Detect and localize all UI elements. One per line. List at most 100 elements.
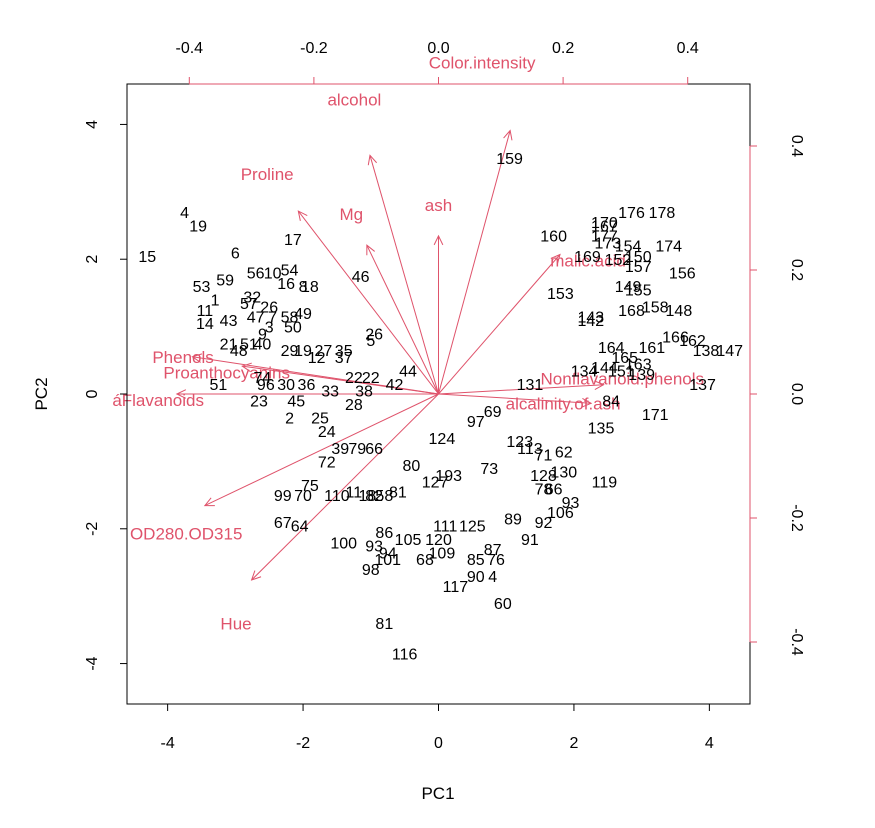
- observation-label: 70: [294, 488, 312, 505]
- right-tick-label: 0.2: [788, 259, 805, 281]
- loading-label: alcohol: [327, 91, 381, 110]
- observation-label: 26: [260, 299, 278, 316]
- loading-label: ash: [425, 196, 452, 215]
- observation-label: 174: [655, 239, 682, 256]
- observation-label: 4: [180, 205, 189, 222]
- loading-arrowhead: [550, 253, 561, 265]
- observation-label: 151: [608, 363, 635, 380]
- observation-label: 117: [443, 579, 469, 596]
- loading-arrowhead: [433, 234, 444, 246]
- observation-label: 134: [571, 363, 598, 380]
- observation-label: 168: [618, 303, 645, 320]
- observation-label: 111: [433, 518, 457, 535]
- loading-arrowhead: [203, 497, 215, 507]
- observation-label: 153: [547, 286, 574, 303]
- loading-arrowhead: [503, 129, 513, 141]
- top-tick-label: 0.0: [427, 40, 449, 57]
- observation-label: 74: [254, 370, 272, 387]
- observation-label: 14: [196, 316, 214, 333]
- loading-arrow: [204, 393, 439, 507]
- observation-label: 170: [591, 215, 618, 232]
- loading-arrow: [438, 254, 561, 395]
- loading-arrow: [438, 130, 511, 395]
- observation-label: 142: [578, 313, 605, 330]
- observation-label: 154: [615, 239, 642, 256]
- observation-label: 123: [506, 434, 533, 451]
- observation-label: 54: [281, 262, 299, 279]
- observation-label: 56: [247, 266, 265, 283]
- y-tick-label: 2: [84, 255, 101, 264]
- observation-label: 19: [189, 219, 207, 236]
- observation-label: 48: [230, 343, 248, 360]
- observation-label: 85: [467, 552, 485, 569]
- observation-label: 161: [638, 340, 665, 357]
- loading-label: OD280.OD315: [130, 525, 242, 544]
- observation-label: 36: [298, 377, 316, 394]
- observation-label: 51: [240, 336, 258, 353]
- observation-label: 75: [301, 478, 319, 495]
- observation-label: 38: [355, 384, 373, 401]
- observation-label: 106: [547, 505, 574, 522]
- loading-arrow: [297, 210, 439, 395]
- y-tick-label: -2: [84, 522, 101, 536]
- observation-label: 37: [335, 350, 353, 367]
- observation-label: 59: [216, 272, 234, 289]
- loading-label: malic.acid: [550, 252, 626, 271]
- observation-label: 22: [345, 370, 363, 387]
- observation-label: 15: [138, 249, 156, 266]
- observation-label: 86: [375, 525, 393, 542]
- loading-arrowhead: [241, 362, 252, 373]
- observation-label: 138: [693, 343, 720, 360]
- observation-label: 22: [362, 370, 380, 387]
- loading-label: Phenols: [152, 348, 213, 367]
- observation-label: 25: [311, 411, 329, 428]
- observation-label: 124: [429, 431, 456, 448]
- observation-label: 1: [211, 293, 220, 310]
- observation-label: 16: [277, 276, 295, 293]
- observation-label: 10: [264, 266, 282, 283]
- observation-label: 60: [494, 596, 512, 613]
- observation-label: 7: [268, 310, 277, 327]
- top-tick-label: -0.2: [300, 40, 328, 57]
- observation-label: 49: [294, 306, 312, 323]
- observation-label: 19: [294, 343, 312, 360]
- observation-label: 62: [555, 444, 573, 461]
- observation-label: 58: [375, 488, 393, 505]
- observation-label: 157: [625, 259, 652, 276]
- observation-label: 18: [358, 488, 376, 505]
- observation-label: 11: [197, 303, 214, 320]
- loading-arrowhead: [366, 244, 375, 256]
- observation-label: 80: [403, 458, 421, 475]
- top-tick-label: 0.4: [677, 40, 699, 57]
- observation-label: 68: [416, 552, 434, 569]
- x-axis-title: PC1: [421, 784, 454, 803]
- observation-label: 24: [318, 424, 336, 441]
- observation-label: 137: [689, 377, 716, 394]
- observation-label: 82: [365, 488, 383, 505]
- right-tick-label: 0.0: [788, 383, 805, 405]
- observation-label: 92: [535, 515, 553, 532]
- observation-label: 159: [496, 151, 523, 168]
- observation-label: 96: [257, 377, 275, 394]
- observation-label: 47: [247, 310, 265, 327]
- loading-arrowhead: [175, 389, 187, 399]
- top-tick-label: -0.4: [176, 40, 204, 57]
- observation-label: 162: [679, 333, 706, 350]
- observation-label: 99: [274, 488, 292, 505]
- observation-label: 131: [517, 377, 544, 394]
- observation-label: 93: [562, 495, 580, 512]
- observation-label: 158: [642, 299, 669, 316]
- y-tick-label: -4: [84, 656, 101, 670]
- observation-label: 43: [220, 313, 238, 330]
- observation-label: 39: [331, 441, 349, 458]
- observation-label: 5: [366, 333, 375, 350]
- observation-label: 87: [484, 542, 502, 559]
- observation-label: 42: [386, 377, 404, 394]
- loading-arrowhead: [250, 570, 262, 581]
- observation-label: 135: [588, 421, 615, 438]
- observation-label: 11: [346, 485, 363, 502]
- observation-label: 94: [379, 545, 397, 562]
- observation-label: 53: [193, 279, 211, 296]
